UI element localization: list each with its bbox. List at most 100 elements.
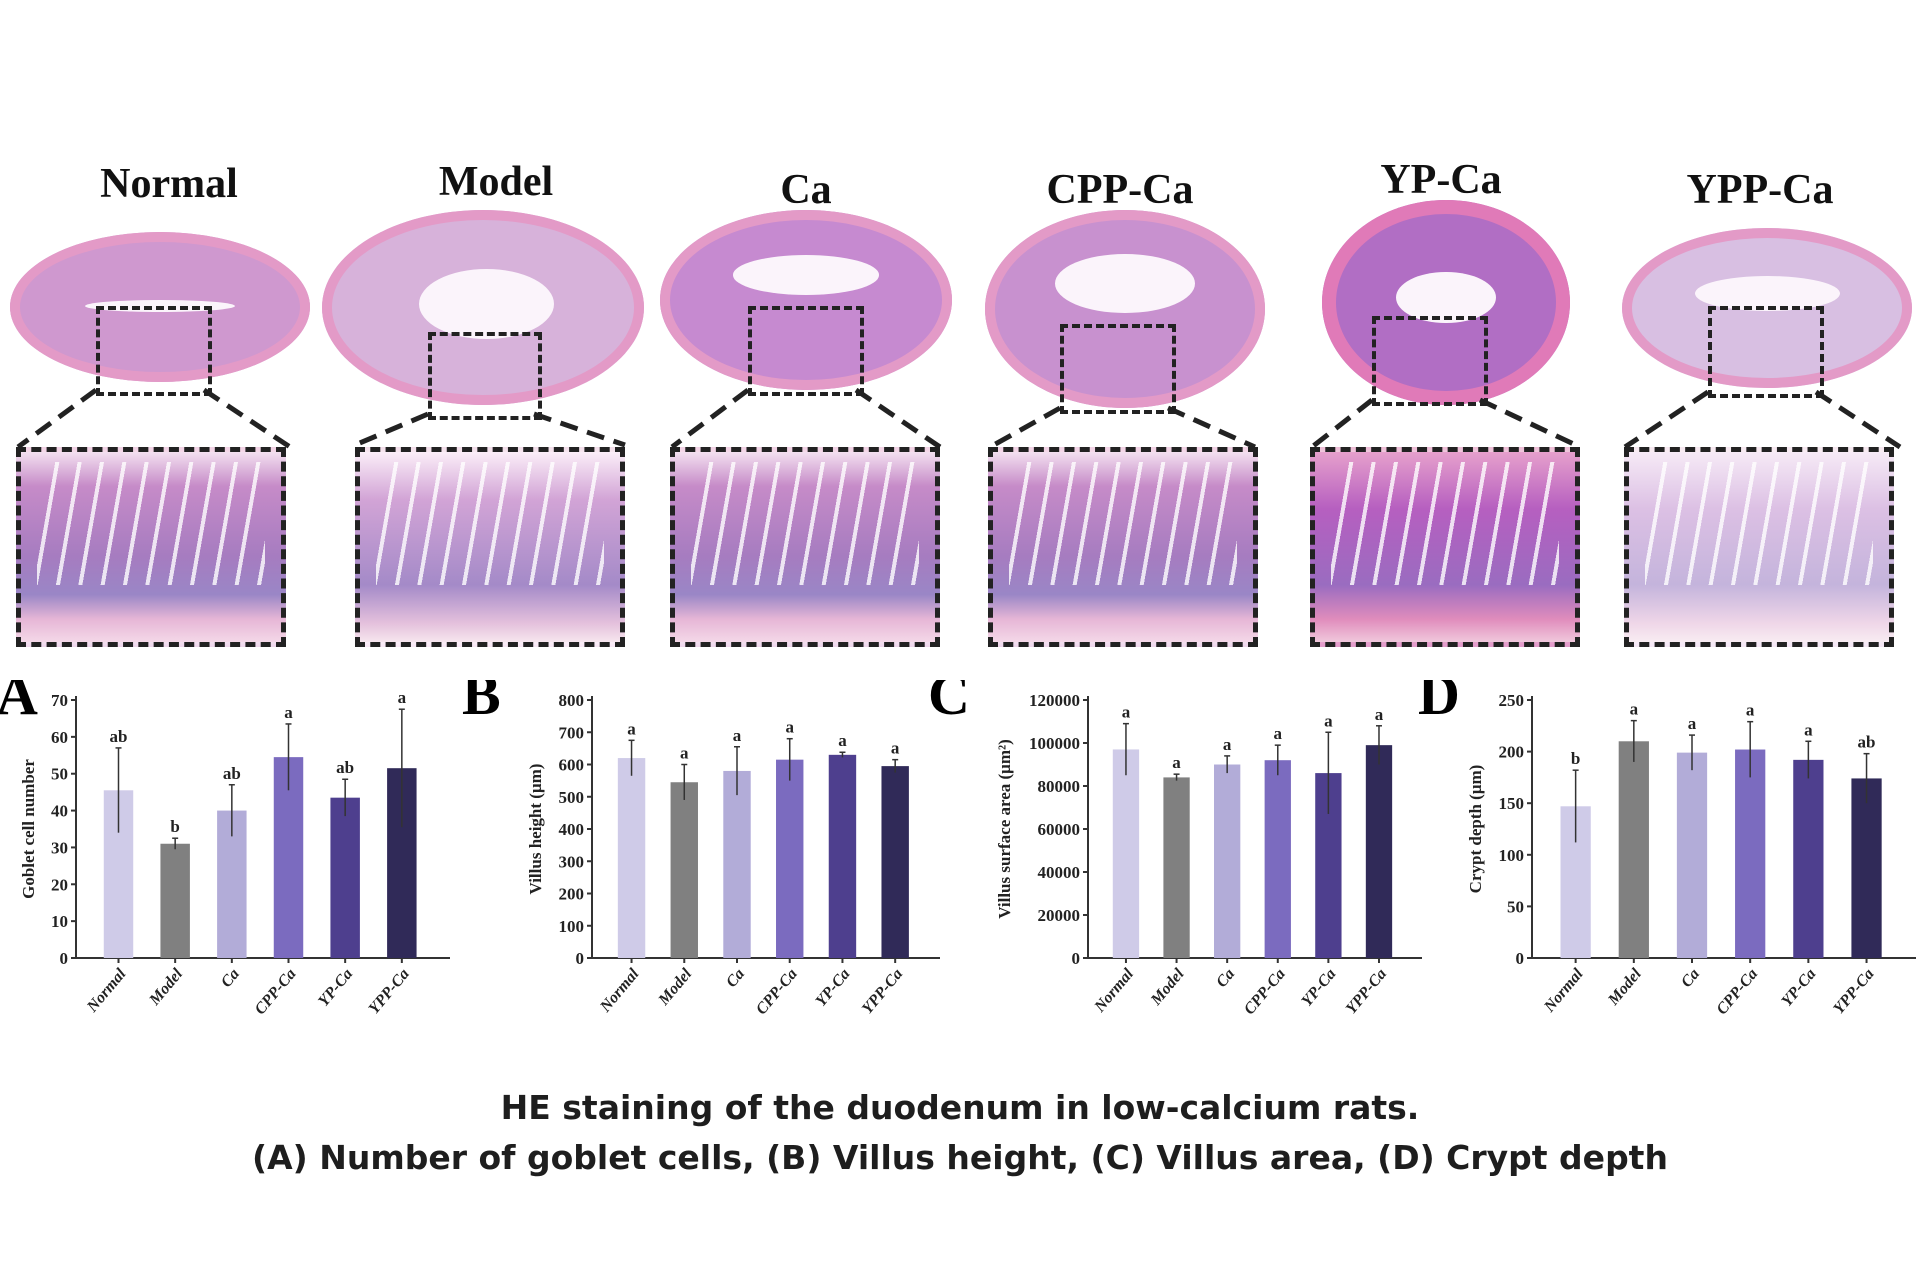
- caption-line-2: (A) Number of goblet cells, (B) Villus h…: [252, 1138, 1668, 1177]
- bar-ca: [723, 770, 751, 958]
- x-tick-label: YPP-Ca: [859, 966, 906, 1018]
- x-tick-label: CPP-Ca: [1241, 966, 1289, 1018]
- y-tick-label: 20: [51, 875, 68, 894]
- x-tick-label: Normal: [1540, 965, 1587, 1016]
- significance-label: a: [1688, 714, 1697, 733]
- x-tick-label: Model: [1604, 965, 1645, 1009]
- group-title-yp-ca: YP-Ca: [1380, 157, 1502, 203]
- bar-normal: [1112, 749, 1140, 958]
- bar-ypp-ca: [881, 766, 909, 958]
- significance-label: a: [680, 744, 689, 763]
- zoomed-section-ypp-ca: [1624, 447, 1894, 647]
- significance-label: a: [627, 719, 636, 738]
- bar-ypp-ca: [1365, 745, 1393, 958]
- x-tick-label: Ca: [218, 966, 243, 991]
- x-tick-label: CPP-Ca: [252, 966, 300, 1018]
- y-tick-label: 700: [559, 723, 585, 742]
- y-tick-label: 300: [559, 852, 585, 871]
- bar-model: [1618, 741, 1649, 958]
- y-tick-label: 0: [1516, 949, 1525, 968]
- significance-label: a: [284, 703, 293, 722]
- tissue-section-cpp-ca: [985, 210, 1265, 408]
- significance-label: a: [1746, 701, 1755, 720]
- y-tick-label: 40000: [1038, 863, 1081, 882]
- y-tick-label: 60: [51, 728, 68, 747]
- y-tick-label: 0: [60, 949, 69, 968]
- y-tick-label: 40: [51, 802, 68, 821]
- roi-box-cpp-ca: [1060, 324, 1176, 414]
- x-tick-label: YP-Ca: [813, 966, 854, 1010]
- y-tick-label: 400: [559, 820, 585, 839]
- roi-box-model: [428, 332, 542, 420]
- tissue-section-ca: [660, 210, 952, 390]
- y-tick-label: 80000: [1038, 777, 1081, 796]
- x-tick-label: Model: [146, 965, 187, 1009]
- y-tick-label: 150: [1499, 794, 1525, 813]
- x-tick-label: Model: [655, 965, 696, 1009]
- group-title-ypp-ca: YPP-Ca: [1686, 167, 1834, 213]
- y-axis-label: Villus surface area (μm²): [995, 739, 1014, 919]
- x-tick-label: Normal: [83, 965, 130, 1016]
- tissue-section-yp-ca: [1322, 200, 1570, 405]
- group-title-ca: Ca: [780, 167, 832, 213]
- x-tick-label: YPP-Ca: [1830, 966, 1877, 1018]
- significance-label: a: [398, 688, 407, 707]
- x-tick-label: Ca: [723, 966, 748, 991]
- bar-ca: [1214, 764, 1241, 958]
- y-tick-label: 0: [576, 949, 585, 968]
- bar-model: [1163, 777, 1190, 958]
- y-tick-label: 10: [51, 912, 68, 931]
- roi-box-normal: [96, 306, 212, 396]
- y-tick-label: 800: [559, 691, 585, 710]
- bar-cpp-ca: [1264, 760, 1291, 958]
- zoomed-section-yp-ca: [1310, 447, 1580, 647]
- bar-cpp-ca: [1735, 749, 1766, 958]
- x-tick-label: Ca: [1213, 966, 1238, 991]
- x-tick-label: YPP-Ca: [366, 966, 413, 1018]
- significance-label: a: [785, 718, 794, 737]
- y-tick-label: 250: [1499, 691, 1525, 710]
- panel-letter: A: [0, 680, 38, 727]
- zoom-connector-lines: [16, 387, 1902, 450]
- significance-label: ab: [223, 764, 241, 783]
- bar-yp-ca: [1793, 759, 1824, 958]
- bar-model: [670, 782, 698, 958]
- panel-letter: D: [1418, 680, 1460, 727]
- significance-label: a: [1223, 735, 1232, 754]
- x-tick-label: YPP-Ca: [1343, 966, 1390, 1018]
- caption-line-1: HE staining of the duodenum in low-calci…: [500, 1088, 1420, 1127]
- roi-box-ca: [748, 306, 864, 396]
- zoomed-section-normal: [16, 447, 286, 647]
- bar-yp-ca: [330, 797, 360, 958]
- tissue-section-model: [322, 210, 644, 405]
- bar-cpp-ca: [776, 759, 804, 958]
- y-tick-label: 100000: [1029, 734, 1080, 753]
- significance-label: a: [1122, 703, 1131, 722]
- group-title-normal: Normal: [100, 161, 238, 207]
- group-title-model: Model: [438, 159, 554, 205]
- significance-label: a: [1274, 724, 1283, 743]
- bar-normal: [617, 758, 646, 958]
- bar-cpp-ca: [273, 757, 304, 958]
- x-tick-label: Model: [1147, 965, 1188, 1009]
- significance-label: ab: [110, 727, 128, 746]
- y-tick-label: 50: [51, 765, 68, 784]
- zoomed-section-cpp-ca: [988, 447, 1258, 647]
- y-tick-label: 20000: [1038, 906, 1081, 925]
- bar-yp-ca: [828, 754, 857, 958]
- significance-label: b: [170, 817, 179, 836]
- x-tick-label: CPP-Ca: [1713, 966, 1761, 1018]
- significance-label: a: [1804, 720, 1813, 739]
- significance-label: ab: [336, 758, 354, 777]
- y-tick-label: 0: [1072, 949, 1081, 968]
- significance-label: a: [891, 739, 900, 758]
- roi-box-ypp-ca: [1708, 306, 1824, 398]
- y-tick-label: 600: [559, 756, 585, 775]
- y-tick-label: 100: [1499, 846, 1525, 865]
- significance-label: b: [1571, 749, 1580, 768]
- y-axis-label: Goblet cell number: [19, 759, 38, 899]
- y-tick-label: 100: [559, 917, 585, 936]
- significance-label: a: [1324, 711, 1333, 730]
- x-tick-label: Normal: [596, 965, 643, 1016]
